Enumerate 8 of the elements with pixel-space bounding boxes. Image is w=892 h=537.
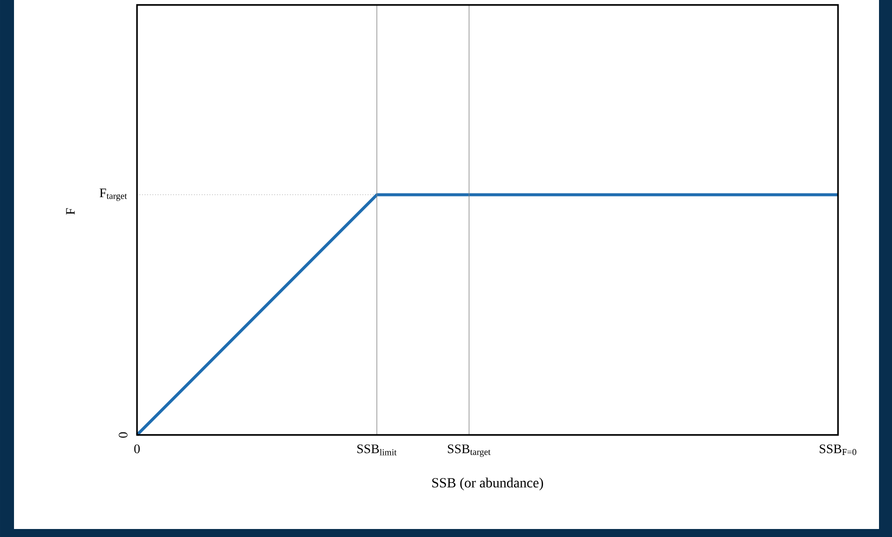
x-tick-label: SSB$_{F=0}$ [820,444,856,456]
x-tick-label: SSB$_{limit}$ [357,444,397,456]
y-axis-title: F [66,208,75,215]
x-axis-title: SSB (or abundance) [432,478,544,490]
text: 0 [118,432,128,438]
x-tick-label: 0 [134,444,140,454]
ref-line-label: F$_{target}$ [100,188,127,201]
x-tick-label: SSB$_{target}$ [448,444,491,457]
